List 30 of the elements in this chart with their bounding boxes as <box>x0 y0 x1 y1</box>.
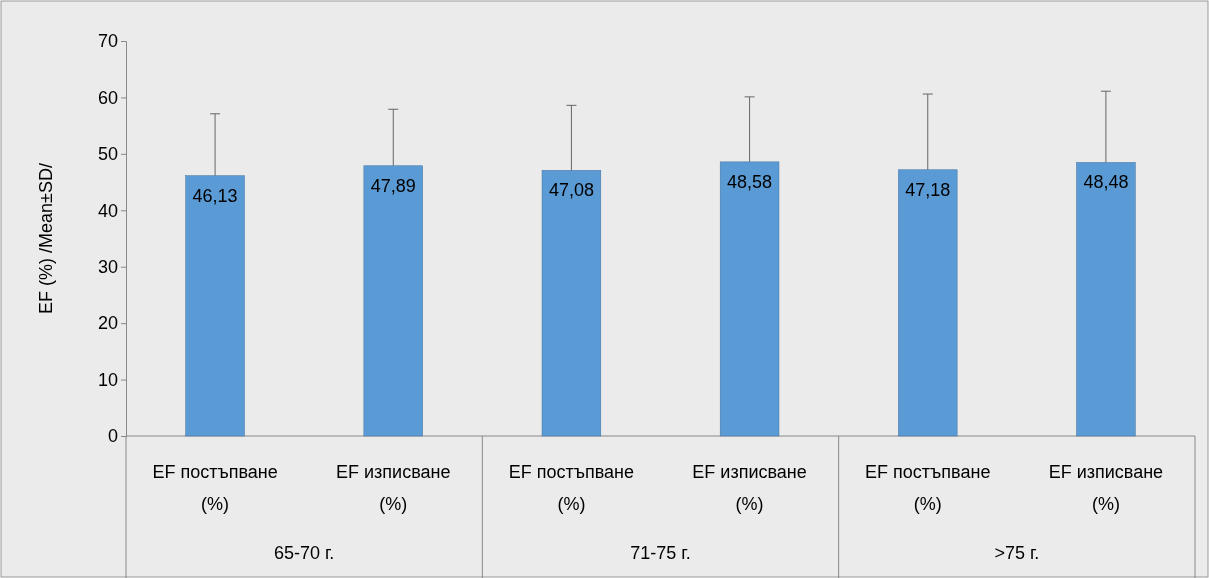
x-tick-label: EF изписване (%) <box>692 462 807 514</box>
bar <box>363 165 423 437</box>
data-label: 46,13 <box>192 185 238 206</box>
bar <box>185 175 245 437</box>
bar <box>898 169 958 437</box>
bar <box>719 161 780 437</box>
bar <box>1076 162 1136 437</box>
text: 71-75 г. <box>630 543 691 563</box>
y-tick-label: 40 <box>97 200 118 221</box>
data-label: 47,89 <box>370 175 416 196</box>
text: >75 г. <box>994 543 1040 563</box>
x-tick-label: EF постъпване (%) <box>152 462 278 514</box>
y-tick-label: 10 <box>97 369 118 390</box>
bar <box>541 170 602 437</box>
y-tick-label: 0 <box>107 426 118 447</box>
y-tick-label: 50 <box>97 144 118 165</box>
data-label: 47,08 <box>548 180 594 201</box>
y-tick-label: 20 <box>97 313 118 334</box>
y-tick-label: 60 <box>97 87 118 108</box>
x-tick-label: EF изписване (%) <box>336 462 451 514</box>
data-label: 47,18 <box>905 179 951 200</box>
text: 65-70 г. <box>273 543 335 563</box>
y-tick-label: 70 <box>97 31 118 52</box>
x-tick-label: EF изписване (%) <box>1048 462 1164 514</box>
y-tick-label: 30 <box>97 256 118 277</box>
data-label: 48,58 <box>727 171 773 192</box>
x-tick-label: EF постъпване (%) <box>508 462 635 514</box>
x-tick-label: EF постъпване (%) <box>865 462 991 514</box>
data-label: 48,48 <box>1083 172 1129 193</box>
y-axis-title: EF (%) /Mean±SD/ <box>36 163 56 314</box>
